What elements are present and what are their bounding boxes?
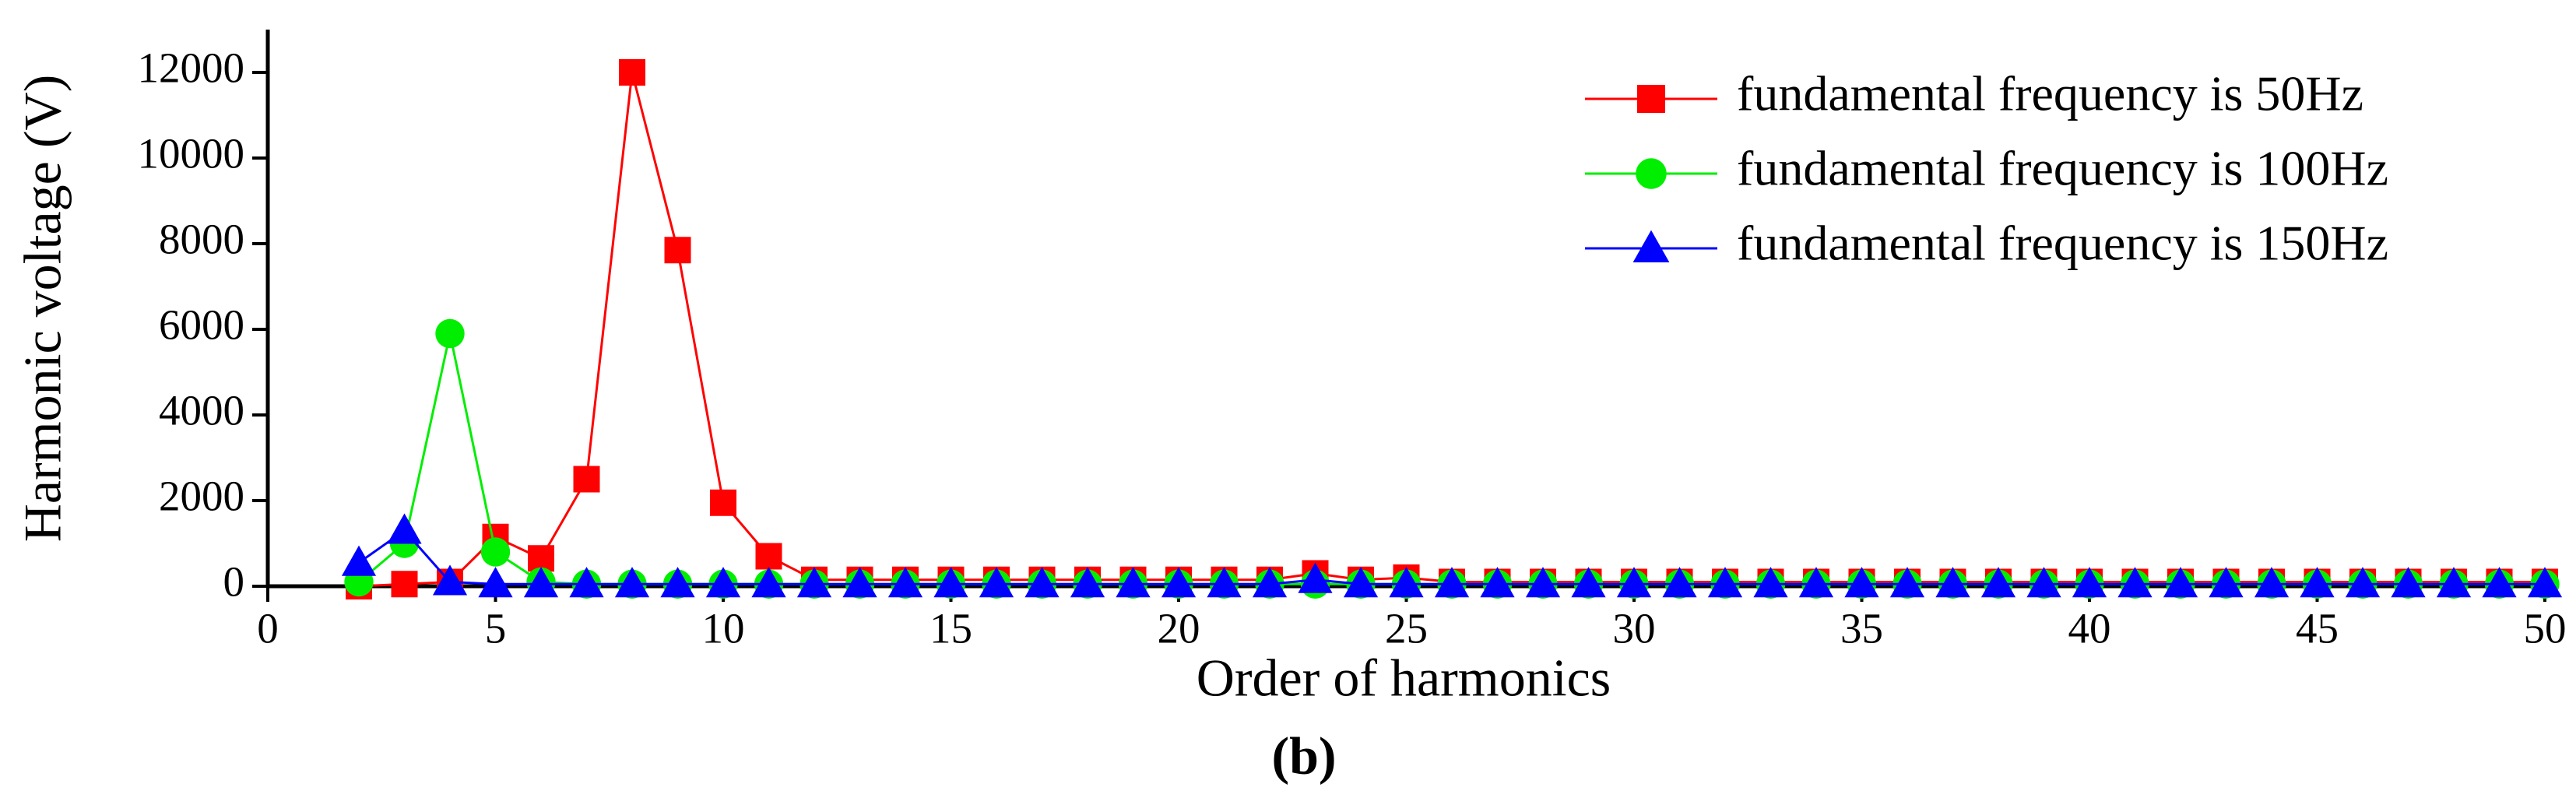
x-tick-label: 0 bbox=[257, 605, 279, 652]
x-tick-label: 5 bbox=[485, 605, 507, 652]
marker bbox=[2072, 567, 2107, 598]
legend-label: fundamental frequency is 150Hz bbox=[1737, 216, 2388, 271]
marker bbox=[1116, 567, 1151, 598]
marker bbox=[1161, 567, 1197, 598]
marker bbox=[1525, 567, 1561, 598]
marker bbox=[1935, 567, 1970, 598]
marker bbox=[1662, 567, 1697, 598]
marker bbox=[705, 567, 741, 598]
marker bbox=[842, 567, 877, 598]
marker bbox=[2300, 567, 2335, 598]
x-tick-label: 10 bbox=[702, 605, 745, 652]
marker bbox=[387, 513, 422, 544]
y-axis-title: Harmonic voltage (V) bbox=[13, 75, 72, 542]
marker bbox=[1480, 567, 1515, 598]
marker bbox=[391, 571, 418, 598]
marker bbox=[1389, 567, 1424, 598]
marker bbox=[1571, 567, 1606, 598]
marker bbox=[755, 543, 782, 570]
legend-marker bbox=[1637, 85, 1665, 113]
legend-marker bbox=[1632, 230, 1670, 262]
x-tick-label: 35 bbox=[1840, 605, 1883, 652]
marker bbox=[1434, 567, 1470, 598]
marker bbox=[2391, 567, 2426, 598]
marker bbox=[478, 567, 513, 598]
subtitle: (b) bbox=[1271, 726, 1336, 786]
marker bbox=[1207, 567, 1242, 598]
marker bbox=[1798, 567, 1834, 598]
marker bbox=[1753, 567, 1788, 598]
y-tick-label: 10000 bbox=[138, 130, 245, 178]
y-tick-label: 12000 bbox=[138, 44, 245, 92]
marker bbox=[710, 489, 736, 516]
marker bbox=[2163, 567, 2198, 598]
marker bbox=[2436, 567, 2472, 598]
x-tick-label: 30 bbox=[1613, 605, 1656, 652]
marker bbox=[480, 537, 511, 567]
marker bbox=[523, 567, 559, 598]
y-tick-label: 8000 bbox=[159, 216, 244, 263]
y-tick-label: 6000 bbox=[159, 301, 244, 349]
marker bbox=[569, 567, 604, 598]
y-tick-label: 0 bbox=[223, 558, 245, 606]
y-tick-label: 2000 bbox=[159, 473, 244, 520]
x-tick-label: 20 bbox=[1158, 605, 1200, 652]
marker bbox=[1252, 567, 1288, 598]
x-tick-label: 15 bbox=[930, 605, 972, 652]
marker bbox=[933, 567, 968, 598]
marker bbox=[2117, 567, 2153, 598]
y-tick-label: 4000 bbox=[159, 387, 244, 434]
marker bbox=[1070, 567, 1105, 598]
marker bbox=[2482, 567, 2517, 598]
marker bbox=[2026, 567, 2061, 598]
x-tick-label: 40 bbox=[2068, 605, 2111, 652]
marker bbox=[1844, 567, 1879, 598]
x-tick-label: 50 bbox=[2524, 605, 2567, 652]
marker bbox=[432, 564, 468, 596]
marker bbox=[435, 318, 465, 349]
marker bbox=[1980, 567, 2016, 598]
marker bbox=[660, 567, 695, 598]
marker bbox=[1298, 562, 1333, 593]
legend-label: fundamental frequency is 50Hz bbox=[1737, 66, 2363, 121]
legend-label: fundamental frequency is 100Hz bbox=[1737, 141, 2388, 196]
marker bbox=[1024, 567, 1060, 598]
marker bbox=[2345, 567, 2381, 598]
marker bbox=[1889, 567, 1925, 598]
marker bbox=[341, 545, 377, 576]
x-tick-label: 25 bbox=[1385, 605, 1428, 652]
marker bbox=[979, 567, 1014, 598]
x-axis-title: Order of harmonics bbox=[1197, 649, 1611, 708]
marker bbox=[1616, 567, 1652, 598]
marker bbox=[2254, 567, 2290, 598]
marker bbox=[2209, 567, 2244, 598]
series-line bbox=[358, 333, 2545, 585]
marker bbox=[1707, 567, 1743, 598]
marker bbox=[573, 466, 600, 493]
legend-marker bbox=[1636, 158, 1667, 189]
marker bbox=[796, 567, 832, 598]
marker bbox=[1343, 567, 1379, 598]
marker bbox=[887, 567, 923, 598]
x-tick-label: 45 bbox=[2296, 605, 2339, 652]
marker bbox=[614, 567, 650, 598]
marker bbox=[664, 237, 691, 264]
marker bbox=[751, 567, 786, 598]
marker bbox=[2527, 567, 2563, 598]
marker bbox=[619, 59, 645, 86]
